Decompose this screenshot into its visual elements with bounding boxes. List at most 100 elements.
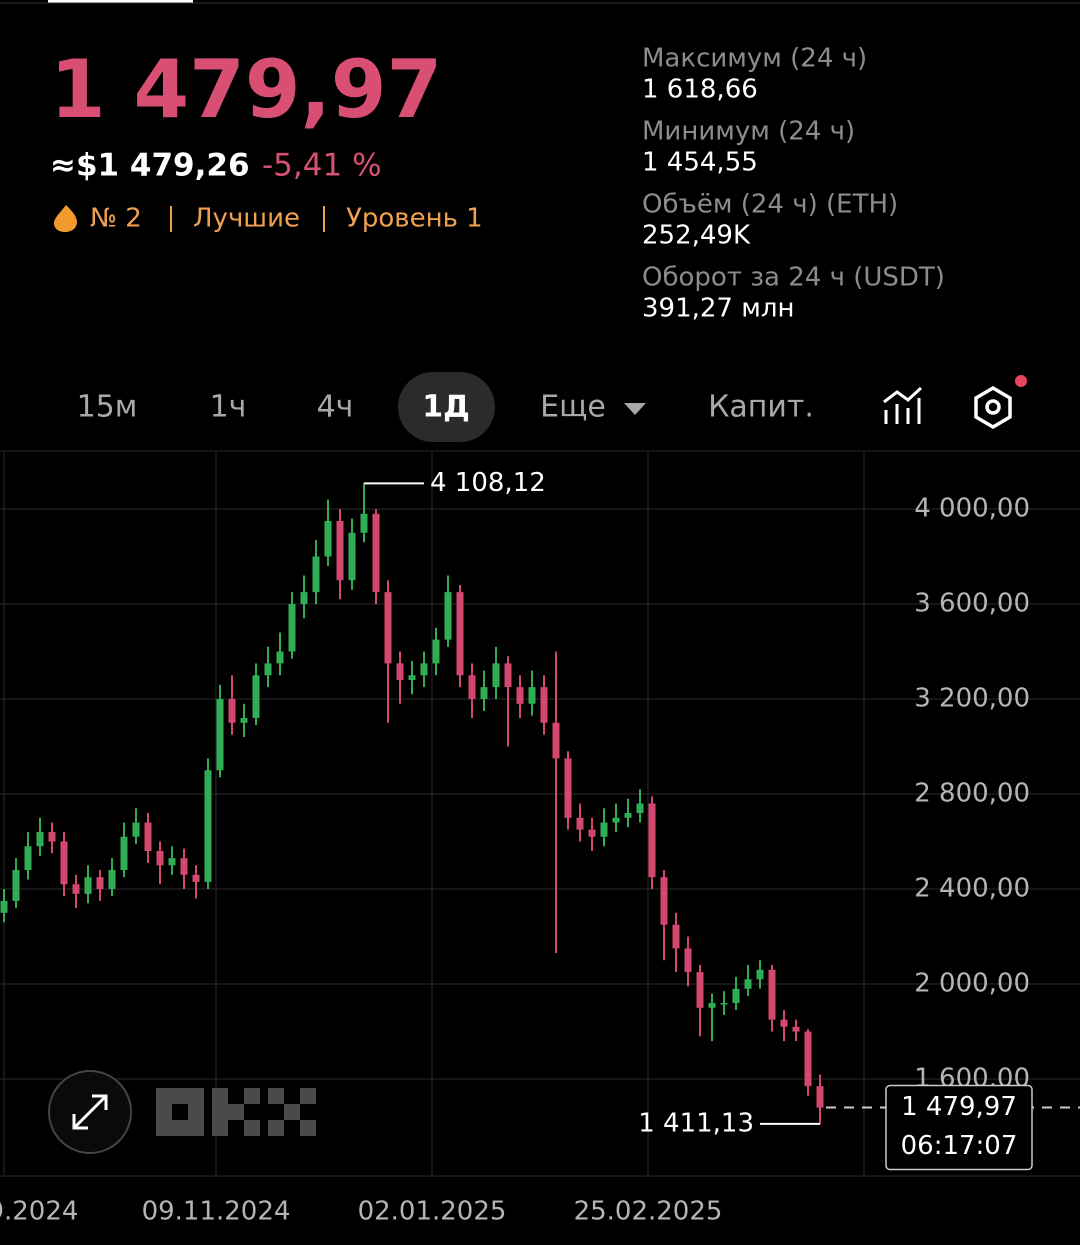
candle-body — [72, 884, 80, 894]
annotation-label: 1 411,13 — [638, 1108, 754, 1138]
candle-body — [684, 948, 692, 973]
candle-body — [216, 699, 224, 771]
candle-body — [48, 832, 56, 842]
candle-body — [708, 1003, 716, 1008]
candle-body — [372, 513, 380, 593]
tab[interactable]: 4ч — [317, 390, 354, 425]
candle-body — [792, 1026, 800, 1032]
tab[interactable]: Еще — [540, 390, 606, 425]
settings-icon-center — [985, 399, 1001, 415]
x-tick-label: 02.01.2025 — [358, 1197, 507, 1227]
candle-body — [12, 870, 20, 901]
candle-body — [96, 877, 104, 890]
candle-body — [480, 687, 488, 700]
tag: Лучшие — [193, 204, 300, 234]
candle-body — [468, 675, 476, 700]
candle-body — [192, 874, 200, 882]
candle-body — [624, 813, 632, 818]
change: -5,41 % — [262, 148, 382, 184]
dropdown-arrow — [624, 403, 646, 415]
candle-body — [816, 1086, 824, 1108]
x-tick-label: 09.11.2024 — [142, 1197, 291, 1227]
y-tick-label: 3 600,00 — [914, 589, 1030, 619]
candle-body — [408, 675, 416, 681]
candle-body — [336, 520, 344, 581]
candle-body — [744, 979, 752, 989]
annotation-label: 4 108,12 — [430, 468, 546, 498]
candle-body — [672, 924, 680, 949]
stat-value: 391,27 млн — [642, 294, 794, 324]
candle-body — [768, 969, 776, 1020]
last-price-label: 1 479,97 — [901, 1092, 1017, 1122]
candle-body — [120, 836, 128, 871]
stat-value: 1 618,66 — [642, 75, 758, 105]
candle-body — [132, 822, 140, 837]
settings-icon[interactable] — [974, 385, 1012, 430]
candle-body — [804, 1031, 812, 1087]
candle-body — [588, 829, 596, 837]
level: Уровень 1 — [346, 204, 483, 234]
candle-body — [108, 870, 116, 890]
candle-body — [24, 846, 32, 871]
tab[interactable]: 1ч — [210, 390, 247, 425]
candle-body — [600, 822, 608, 837]
candle-body — [576, 817, 584, 830]
candle-body — [264, 663, 272, 676]
candle-body — [780, 1019, 788, 1027]
candle-body — [492, 663, 500, 688]
candle-body — [516, 687, 524, 704]
candle-body — [696, 972, 704, 1008]
indicator-icon[interactable] — [883, 386, 923, 424]
candle-body — [552, 722, 560, 759]
price: 1 479,97 — [50, 43, 442, 136]
candle-body — [252, 675, 260, 719]
tab[interactable]: 15м — [77, 390, 138, 425]
x-tick-label: 25.02.2025 — [574, 1197, 723, 1227]
candles — [0, 483, 824, 1124]
overlay: 1 600,002 000,002 400,002 800,003 200,00… — [0, 468, 1080, 1227]
candle-body — [720, 1003, 728, 1005]
y-tick-label: 2 400,00 — [914, 874, 1030, 904]
candle-body — [504, 663, 512, 688]
notification-dot — [1015, 375, 1027, 387]
candle-body — [456, 592, 464, 676]
candle-body — [144, 822, 152, 852]
x-tick-label: 17.09.2024 — [0, 1197, 78, 1227]
candle-body — [564, 758, 572, 818]
candle-body — [204, 770, 212, 882]
candle-body — [444, 592, 452, 640]
candle-body — [636, 803, 644, 814]
candle-body — [288, 604, 296, 652]
candle-body — [360, 513, 368, 533]
stat-label: Объём (24 ч) (ETH) — [642, 190, 898, 220]
candle-body — [36, 832, 44, 847]
usd-price: ≈$1 479,26 — [50, 148, 250, 184]
candle-body — [660, 877, 668, 925]
stat-label: Максимум (24 ч) — [642, 44, 867, 74]
candle-body — [60, 841, 68, 885]
countdown: 06:17:07 — [901, 1131, 1018, 1161]
top-indicator — [48, 0, 193, 3]
stat-value: 1 454,55 — [642, 148, 758, 178]
candle-body — [228, 699, 236, 723]
expand-icon — [72, 1094, 108, 1130]
candle-body — [612, 817, 620, 823]
tab[interactable]: 1Д — [422, 390, 470, 425]
y-tick-label: 2 800,00 — [914, 779, 1030, 809]
candle-body — [348, 532, 356, 581]
candle-body — [324, 520, 332, 557]
candle-body — [396, 663, 404, 681]
y-tick-label: 4 000,00 — [914, 494, 1030, 524]
candle-body — [528, 687, 536, 704]
stat-label: Минимум (24 ч) — [642, 117, 855, 147]
candle-body — [180, 858, 188, 875]
tab[interactable]: Капит. — [708, 390, 814, 425]
logo-watermark — [156, 1088, 316, 1136]
candle-body — [276, 651, 284, 664]
candle-body — [420, 663, 428, 676]
rank: № 2 — [90, 204, 142, 234]
candle-body — [540, 687, 548, 723]
